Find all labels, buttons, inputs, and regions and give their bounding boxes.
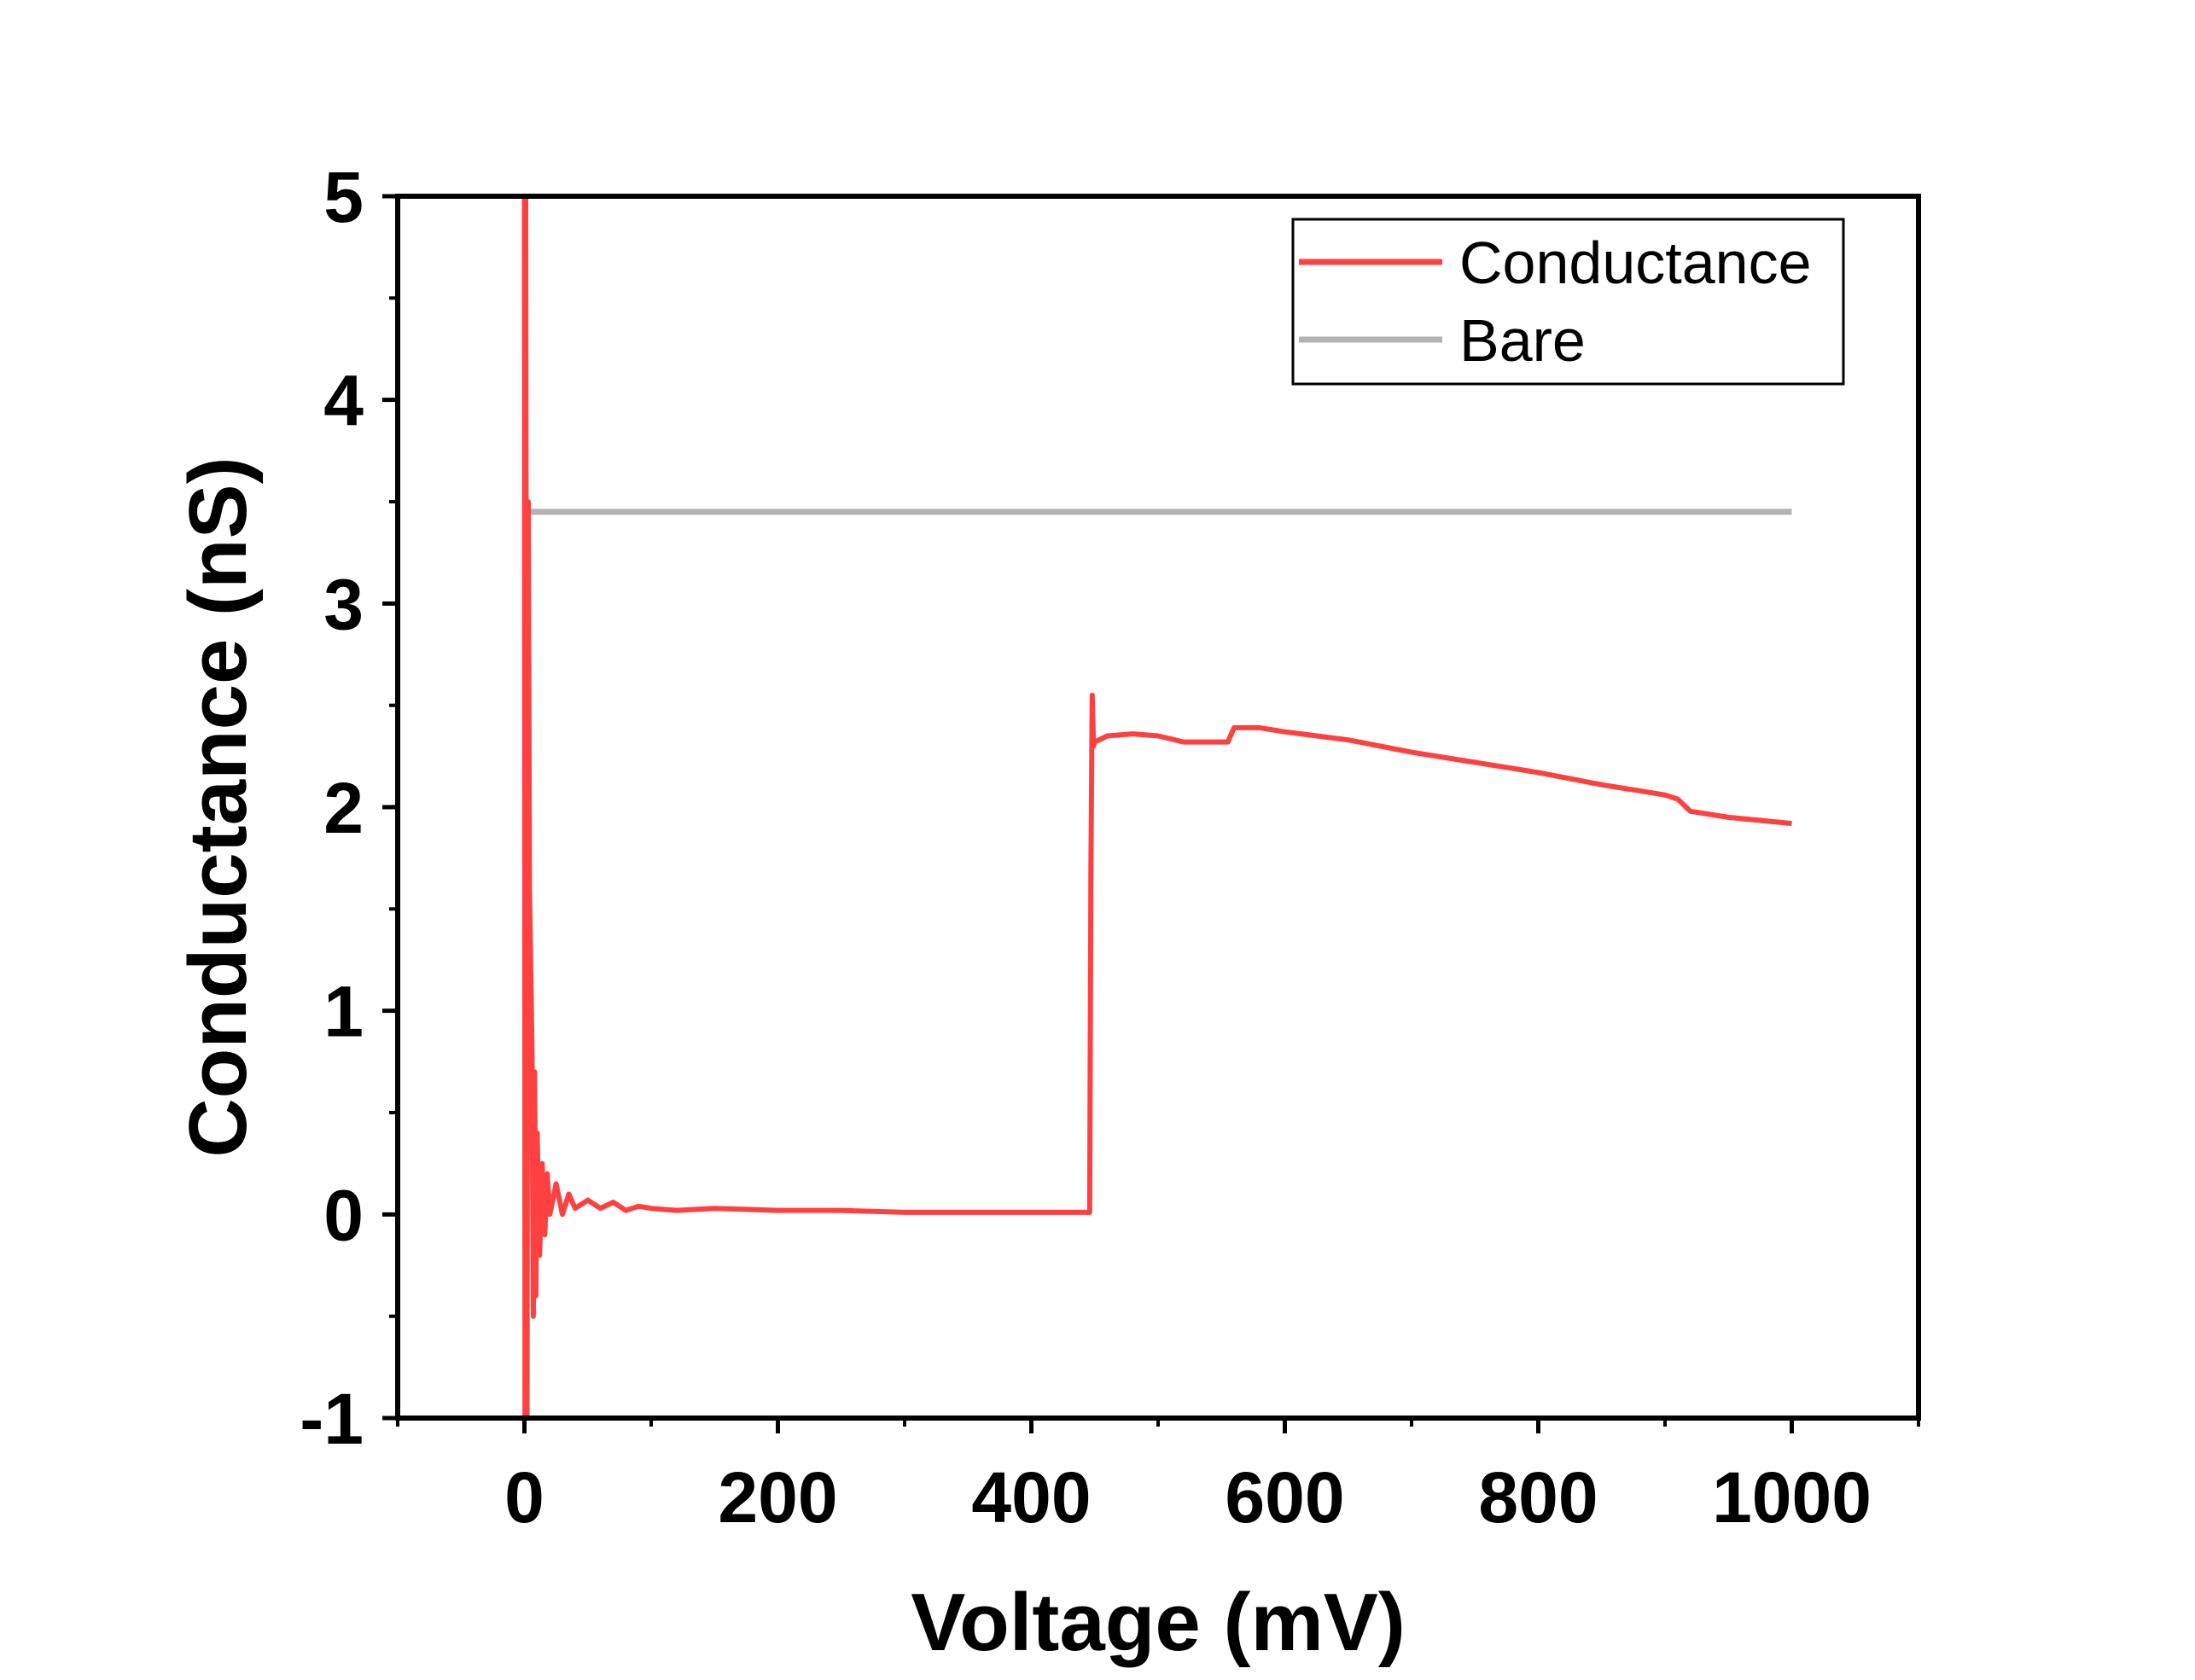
legend-box [1291,218,1845,386]
y-tick-label: 2 [323,768,364,848]
legend-label-bare: Bare [1459,307,1586,374]
legend-label-conductance: Conductance [1459,230,1812,296]
legend: Conductance Bare [1291,218,1845,386]
x-tick-label: 1000 [1712,1457,1872,1538]
x-tick-label: 800 [1478,1457,1598,1538]
y-tick-label: 5 [323,157,364,237]
y-tick-label: 3 [323,564,364,644]
series-line-conductance [521,194,1792,1421]
ticks-group: 0 200 400 600 800 1000 -1 0 1 2 3 4 5 [300,157,1920,1538]
x-axis-title: Voltage (mV) [911,1577,1406,1668]
x-tick-label: 200 [718,1457,837,1538]
x-tick-label: 400 [971,1457,1091,1538]
y-tick-label: 4 [323,361,364,441]
y-tick-label: -1 [300,1379,364,1459]
y-tick-label: 1 [323,972,364,1052]
x-tick-label: 0 [504,1457,544,1538]
y-tick-label: 0 [323,1175,364,1255]
x-tick-label: 600 [1225,1457,1344,1538]
series-group [521,194,1792,1421]
y-axis-title: Conductance (nS) [172,456,264,1157]
